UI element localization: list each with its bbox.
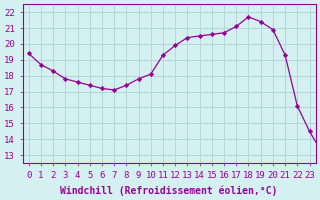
- X-axis label: Windchill (Refroidissement éolien,°C): Windchill (Refroidissement éolien,°C): [60, 185, 278, 196]
